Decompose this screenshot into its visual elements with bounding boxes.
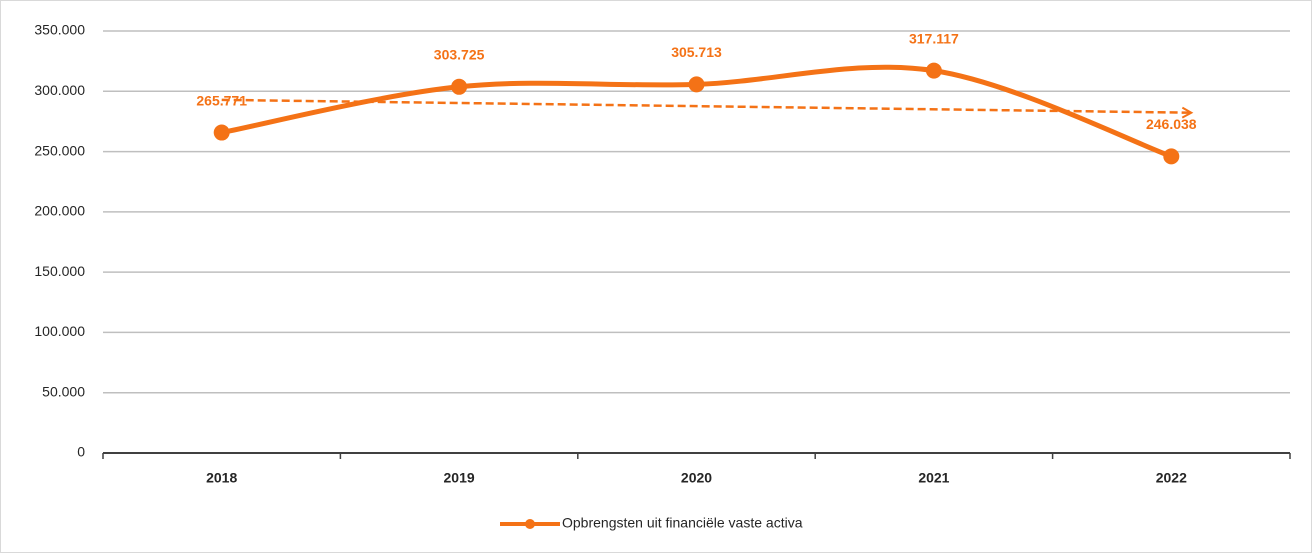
legend-marker bbox=[525, 519, 535, 529]
data-label: 265.771 bbox=[196, 92, 247, 108]
x-tick-label: 2021 bbox=[918, 470, 949, 486]
y-tick-label: 100.000 bbox=[34, 323, 85, 339]
y-tick-label: 250.000 bbox=[34, 142, 85, 158]
legend-label: Opbrengsten uit financiële vaste activa bbox=[562, 515, 803, 531]
x-tick-label: 2018 bbox=[206, 470, 237, 486]
y-tick-label: 300.000 bbox=[34, 82, 85, 98]
trendline bbox=[221, 98, 1192, 113]
data-label: 303.725 bbox=[434, 46, 485, 62]
y-tick-label: 350.000 bbox=[34, 22, 85, 38]
data-label: 317.117 bbox=[909, 30, 959, 46]
data-point bbox=[688, 76, 705, 93]
data-point bbox=[213, 124, 230, 141]
data-label: 246.038 bbox=[1146, 116, 1197, 132]
x-tick-label: 2019 bbox=[444, 470, 475, 486]
y-tick-label: 50.000 bbox=[42, 383, 85, 399]
y-tick-label: 150.000 bbox=[34, 263, 85, 279]
y-tick-label: 0 bbox=[77, 444, 85, 460]
data-label: 305.713 bbox=[671, 44, 722, 60]
y-tick-label: 200.000 bbox=[34, 203, 85, 219]
x-tick-label: 2022 bbox=[1156, 470, 1187, 486]
x-tick-label: 2020 bbox=[681, 470, 712, 486]
data-point bbox=[451, 78, 468, 95]
data-point bbox=[925, 62, 942, 79]
data-point bbox=[1163, 148, 1180, 165]
